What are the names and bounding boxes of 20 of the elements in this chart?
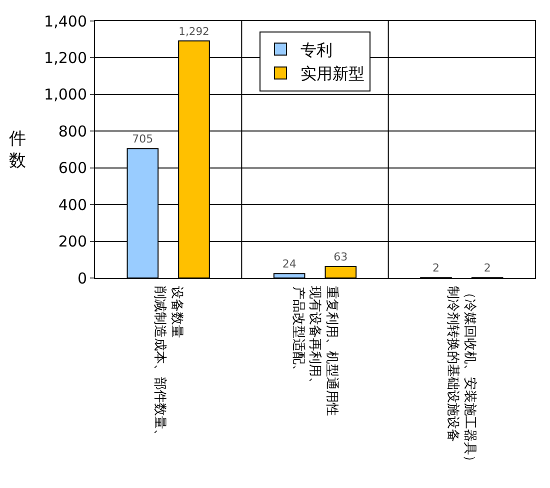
data-label: 1,292 xyxy=(178,24,210,38)
y-tick-label: 1,000 xyxy=(44,86,87,104)
data-label: 24 xyxy=(282,258,296,271)
y-tick-label: 1,400 xyxy=(44,12,87,30)
y-tick-label: 400 xyxy=(58,196,87,214)
x-tick-label: 削减制造成本、部件数量、设备数量 xyxy=(152,286,184,442)
data-label: 2 xyxy=(484,262,491,275)
data-label: 63 xyxy=(334,250,348,264)
legend-label: 实用新型 xyxy=(300,64,364,84)
x-tick-label: 产品改型适配、现有设备再利用、重复利用、机型通用性 xyxy=(290,286,339,416)
y-axis-title: 件数 xyxy=(9,129,26,172)
data-label: 2 xyxy=(432,262,440,275)
y-tick-label: 1,200 xyxy=(44,48,87,67)
y-tick-label: 200 xyxy=(58,232,87,251)
y-tick-label: 800 xyxy=(58,122,87,140)
legend-label: 专利 xyxy=(300,40,332,60)
y-tick-label: 0 xyxy=(77,269,87,288)
y-tick-label: 600 xyxy=(58,159,87,178)
x-tick-label: 制冷剂转换的基础设施设备（冷媒回收机、安装施工器具） xyxy=(445,286,478,468)
data-label: 705 xyxy=(132,132,154,146)
